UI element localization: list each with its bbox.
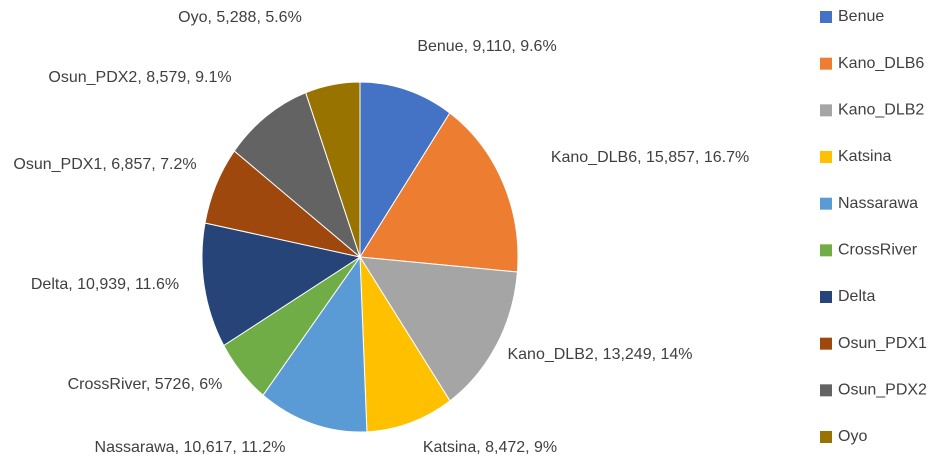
legend-label: Oyo — [838, 428, 867, 445]
data-label: CrossRiver, 5726, 6% — [68, 376, 223, 393]
legend-swatch — [820, 11, 832, 23]
legend-label: Osun_PDX2 — [838, 382, 927, 399]
legend-swatch — [820, 197, 832, 210]
legend-swatch — [820, 244, 832, 257]
legend-label: Benue — [838, 8, 884, 25]
pie-slice — [201, 222, 362, 347]
legend-label: Delta — [838, 288, 875, 305]
legend-swatch — [820, 151, 832, 163]
legend-label: Katsina — [838, 148, 891, 165]
legend-swatch — [820, 104, 832, 117]
legend-label: Kano_DLB6 — [838, 55, 924, 72]
data-label: Kano_DLB2, 13,249, 14% — [507, 346, 692, 363]
data-label: Osun_PDX1, 6,857, 7.2% — [13, 156, 196, 173]
data-label: Katsina, 8,472, 9% — [423, 439, 557, 456]
legend-label: CrossRiver — [838, 242, 918, 259]
data-label: Osun_PDX2, 8,579, 9.1% — [48, 69, 231, 86]
pie-slice — [359, 112, 519, 273]
data-label: Oyo, 5,288, 5.6% — [178, 9, 302, 26]
legend-swatch — [820, 291, 832, 303]
pie-slice — [305, 81, 361, 258]
legend-swatch — [820, 337, 832, 350]
pie-slice — [233, 91, 362, 259]
pie-slice — [359, 256, 518, 402]
data-label: Nassarawa, 10,617, 11.2% — [95, 439, 286, 456]
data-label: Kano_DLB6, 15,857, 16.7% — [551, 149, 749, 166]
legend-swatch — [820, 384, 832, 397]
pie-slice — [359, 81, 451, 259]
data-label: Benue, 9,110, 9.6% — [417, 38, 556, 55]
legend-label: Kano_DLB2 — [838, 102, 924, 119]
legend-swatch — [820, 57, 832, 70]
legend-label: Osun_PDX1 — [838, 335, 927, 352]
data-label: Delta, 10,939, 11.6% — [31, 276, 179, 293]
pie-slice — [359, 255, 451, 433]
legend-swatch — [820, 431, 832, 443]
legend-label: Nassarawa — [838, 195, 918, 212]
pie-slice — [262, 255, 368, 433]
